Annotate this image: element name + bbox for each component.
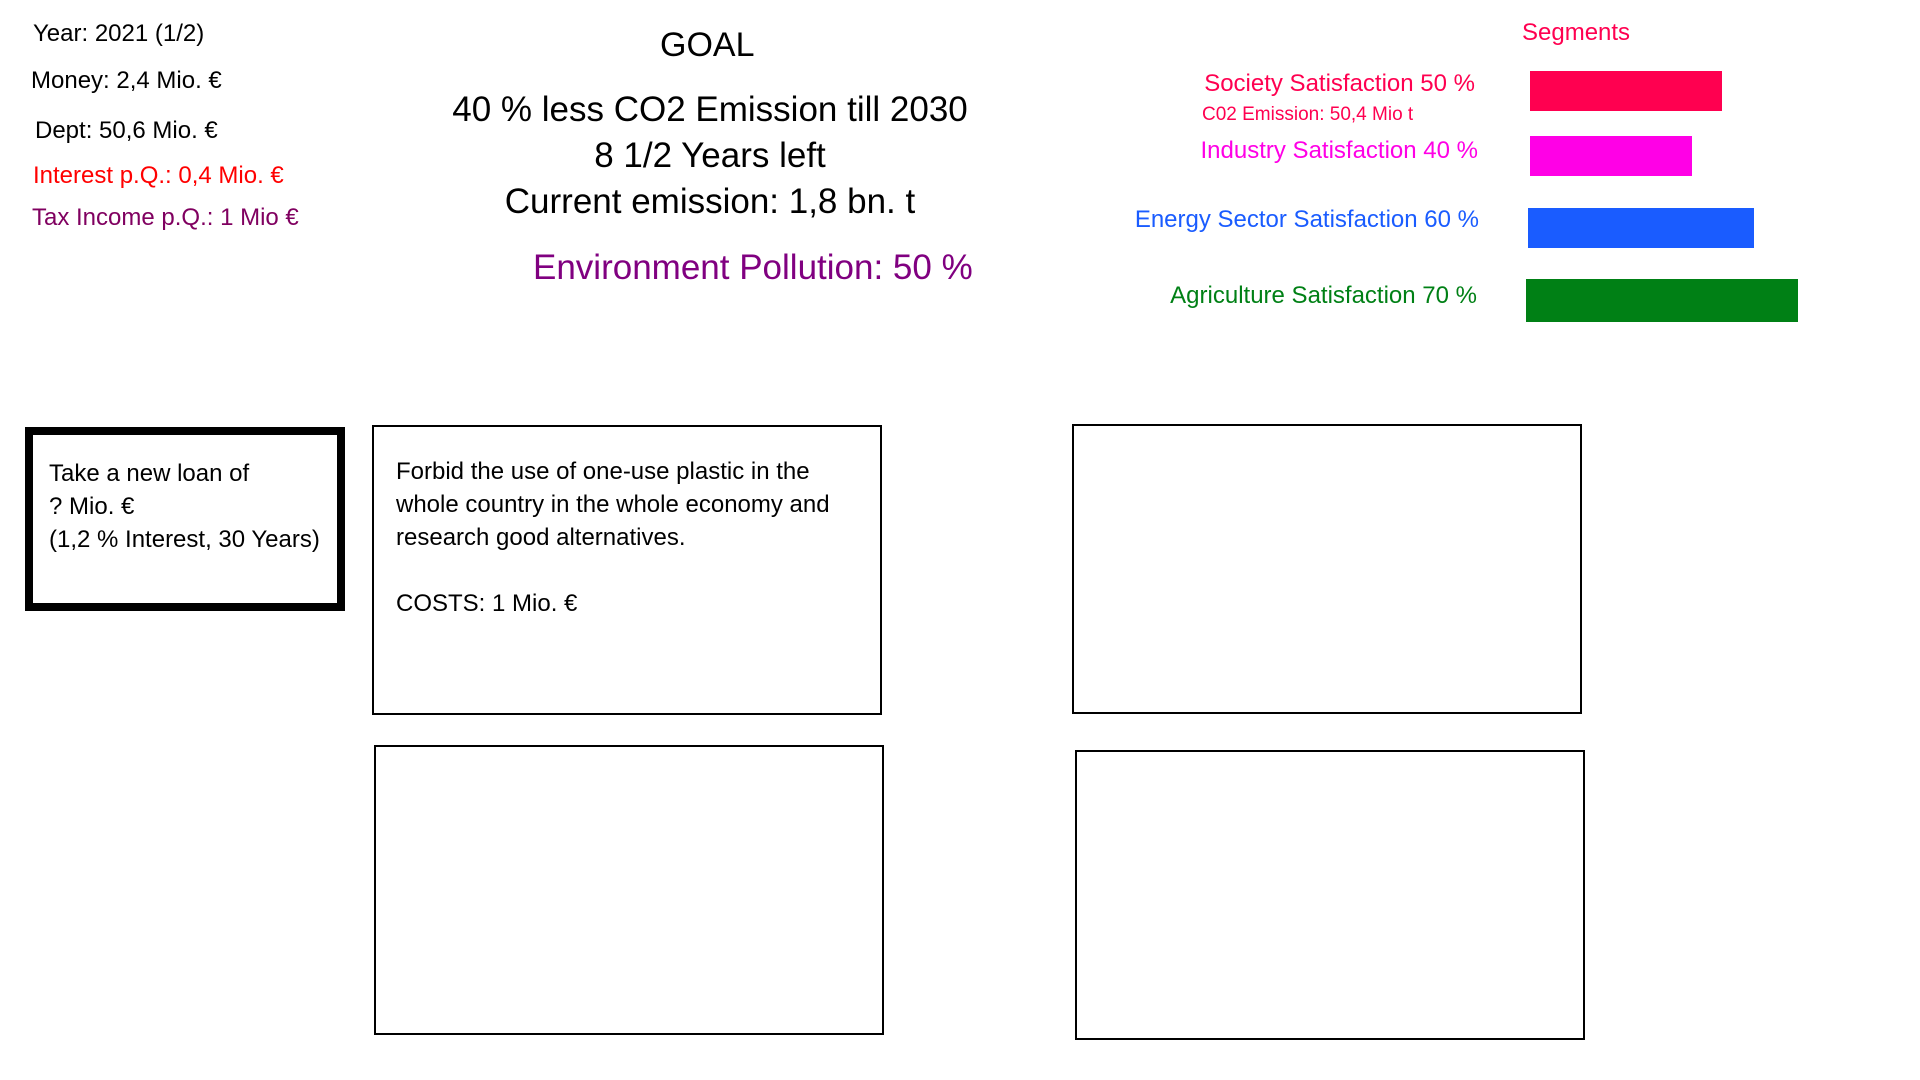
empty-card-bottom-right[interactable] bbox=[1075, 750, 1585, 1040]
empty-card-bottom-left[interactable] bbox=[374, 745, 884, 1035]
plastic-ban-card[interactable]: Forbid the use of one-use plastic in the… bbox=[372, 425, 882, 715]
empty-card-top-right[interactable] bbox=[1072, 424, 1582, 714]
segment-energy-label: Energy Sector Satisfaction 60 % bbox=[1134, 206, 1479, 233]
segment-society-bar bbox=[1530, 71, 1722, 111]
money-label: Money: 2,4 Mio. € bbox=[31, 67, 222, 94]
goal-target: 40 % less CO2 Emission till 2030 bbox=[452, 90, 968, 129]
loan-card[interactable]: Take a new loan of ? Mio. € (1,2 % Inter… bbox=[25, 427, 345, 611]
segment-industry-bar bbox=[1530, 136, 1692, 176]
loan-card-line1: Take a new loan of bbox=[49, 460, 250, 487]
goal-current-emission: Current emission: 1,8 bn. t bbox=[504, 182, 916, 221]
loan-card-amount: ? Mio. € bbox=[49, 493, 135, 520]
environment-pollution: Environment Pollution: 50 % bbox=[533, 248, 973, 287]
interest-label: Interest p.Q.: 0,4 Mio. € bbox=[33, 162, 284, 189]
segment-energy-bar bbox=[1528, 208, 1754, 248]
year-label: Year: 2021 (1/2) bbox=[33, 20, 205, 47]
segment-society-emission: C02 Emission: 50,4 Mio t bbox=[1202, 104, 1414, 125]
segments-header: Segments bbox=[1522, 19, 1631, 46]
debt-label: Dept: 50,6 Mio. € bbox=[35, 117, 218, 144]
segment-society-label: Society Satisfaction 50 % bbox=[1204, 70, 1475, 97]
tax-income-label: Tax Income p.Q.: 1 Mio € bbox=[32, 204, 299, 231]
loan-card-terms: (1,2 % Interest, 30 Years) bbox=[49, 526, 320, 553]
plastic-ban-card-text: Forbid the use of one-use plastic in the… bbox=[396, 458, 830, 551]
goal-title: GOAL bbox=[660, 26, 755, 64]
plastic-ban-card-cost: COSTS: 1 Mio. € bbox=[396, 590, 578, 617]
goal-years-left: 8 1/2 Years left bbox=[594, 136, 826, 175]
segment-industry-label: Industry Satisfaction 40 % bbox=[1200, 137, 1478, 164]
segment-agriculture-label: Agriculture Satisfaction 70 % bbox=[1170, 282, 1477, 309]
segment-agriculture-bar bbox=[1526, 279, 1798, 322]
